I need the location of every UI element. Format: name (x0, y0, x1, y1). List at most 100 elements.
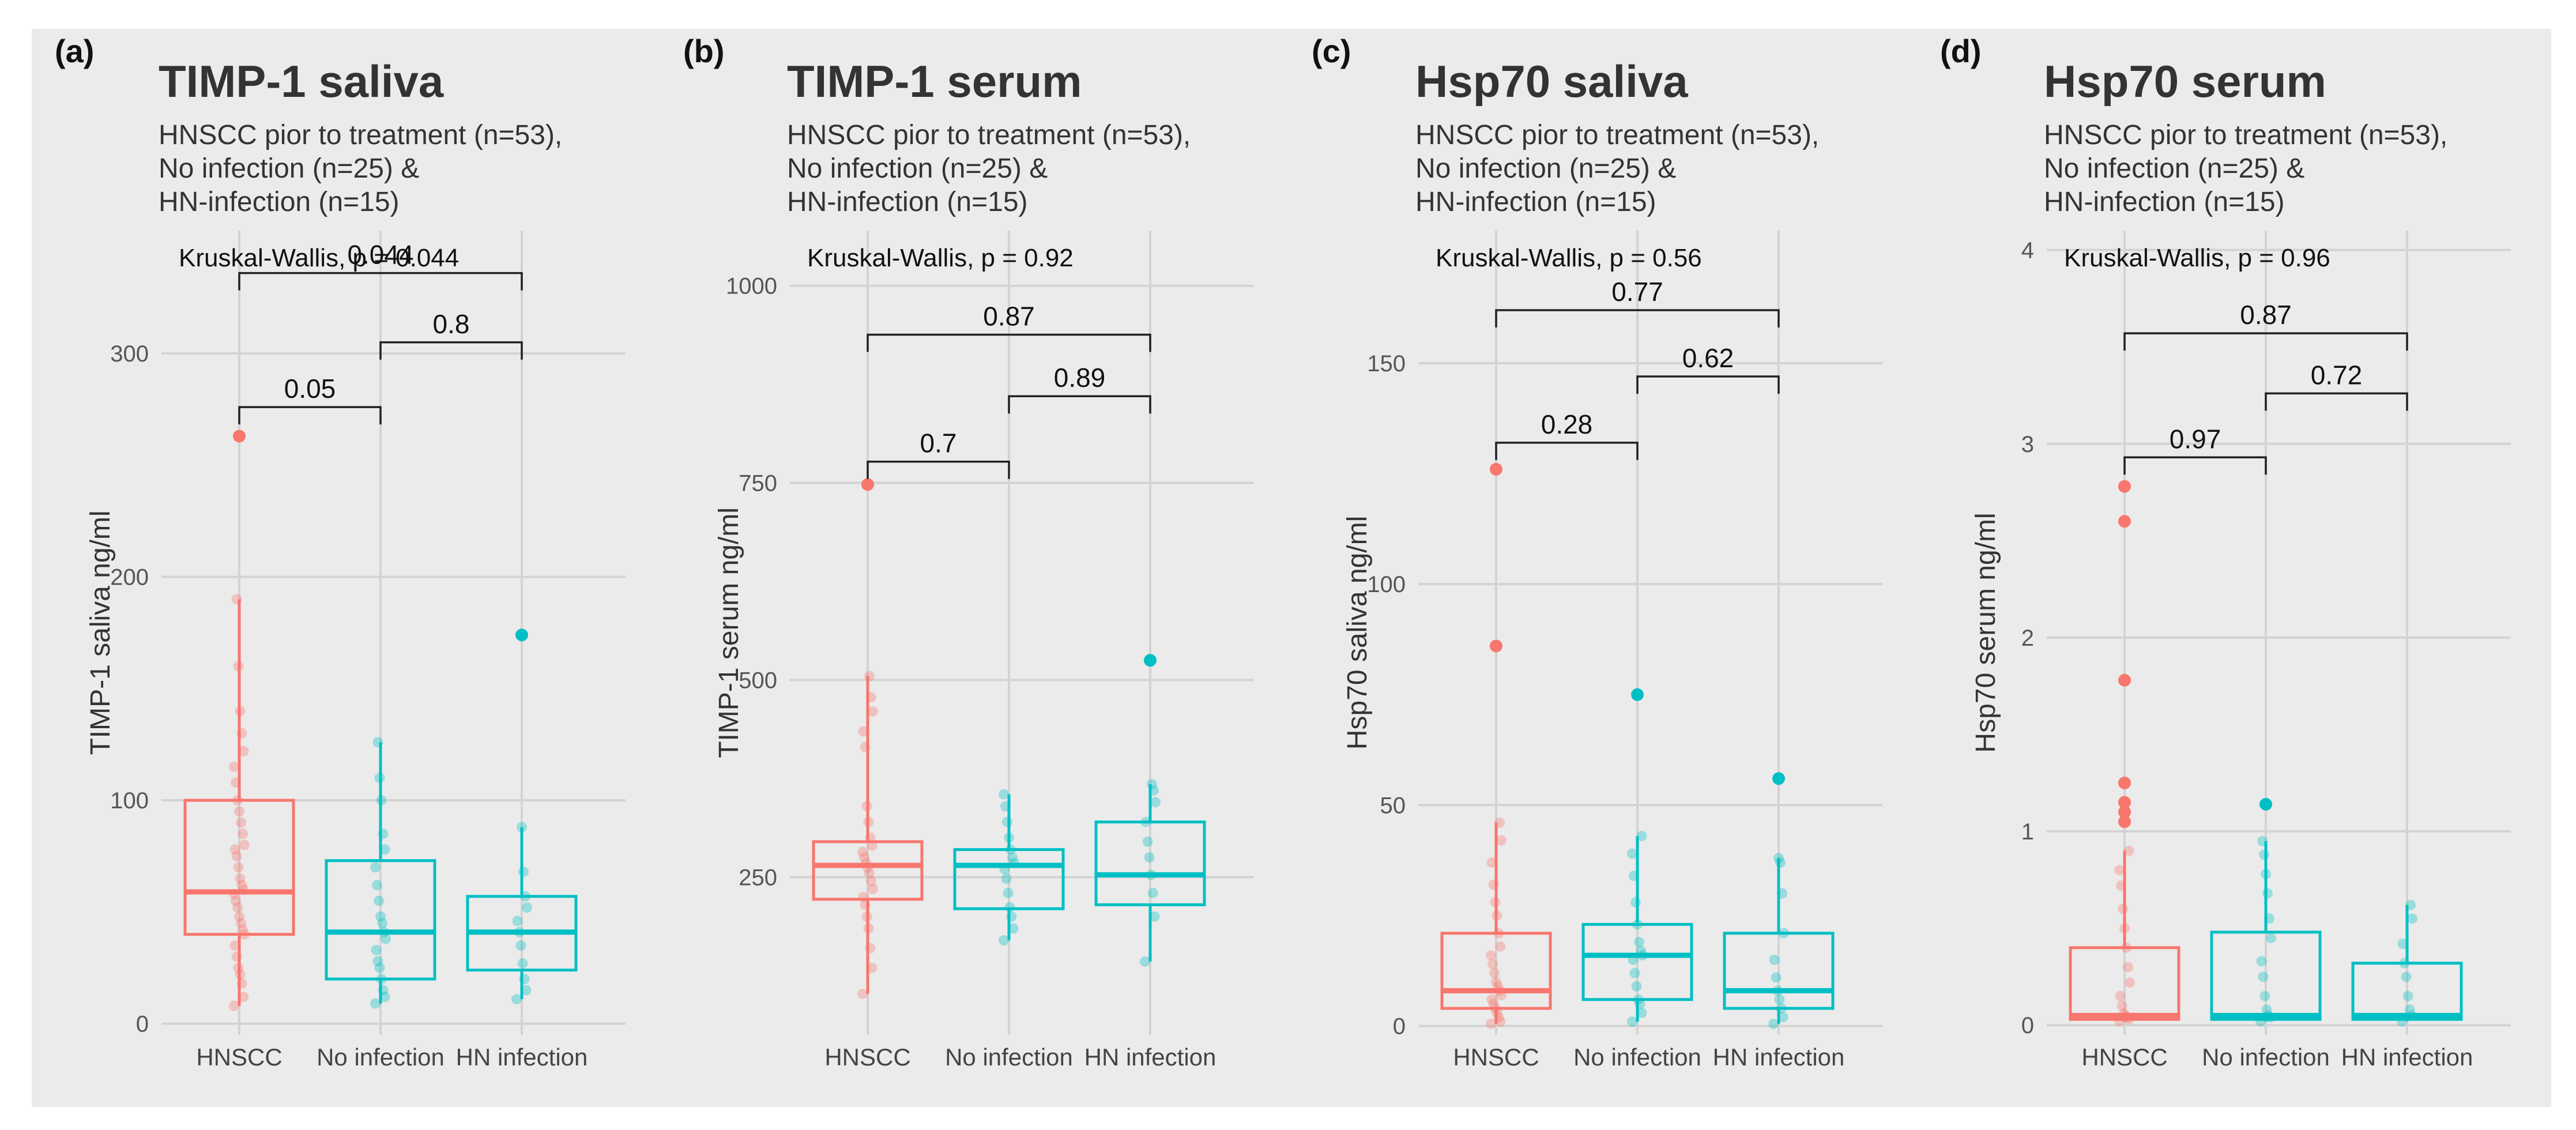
panel-label: (b) (683, 33, 725, 69)
box-group-no-infection (2210, 797, 2322, 1027)
box-group-hn-infection (1723, 772, 1835, 1029)
data-point (512, 916, 523, 926)
data-point (1142, 836, 1153, 847)
outlier-point (2259, 797, 2272, 811)
data-point (1001, 873, 1012, 884)
x-tick-label: HNSCC (196, 1044, 282, 1071)
data-point (858, 891, 869, 902)
data-point (518, 867, 529, 877)
data-point (1003, 887, 1014, 898)
comparison-bracket: 0.89 (1008, 363, 1151, 414)
data-point (377, 918, 387, 929)
data-point (1140, 816, 1151, 827)
data-point (857, 846, 868, 857)
data-point (1629, 871, 1639, 882)
p-value-label: 0.89 (1054, 363, 1106, 393)
data-point (521, 985, 532, 996)
box-iqr (1723, 932, 1835, 1010)
data-point (371, 944, 382, 955)
data-point (857, 988, 868, 999)
data-point (2114, 1016, 2125, 1027)
data-point (999, 789, 1009, 800)
data-point (2123, 962, 2133, 973)
bracket-line (867, 460, 1010, 479)
kruskal-wallis-label: Kruskal-Wallis, p = 0.044 (179, 244, 459, 272)
panel-subtitle-line: HNSCC pior to treatment (n=53), (787, 120, 1191, 150)
data-point (1002, 816, 1012, 827)
panel-title: Hsp70 saliva (1415, 56, 1688, 107)
y-tick-label: 3 (2021, 432, 2034, 457)
panel-subtitle-line: No infection (n=25) & (1415, 153, 1676, 184)
data-point (1492, 1007, 1502, 1018)
data-point (376, 974, 387, 985)
outlier-point (2118, 480, 2131, 493)
bracket-line (1495, 309, 1780, 327)
data-point (233, 661, 244, 672)
y-tick-label: 100 (1367, 572, 1406, 597)
box-iqr (2351, 962, 2463, 1021)
data-point (1488, 999, 1499, 1010)
data-point (1491, 977, 1501, 988)
data-point (235, 706, 246, 717)
data-point (374, 895, 384, 906)
panel-label: (d) (1940, 33, 1982, 69)
bracket-line (2265, 392, 2408, 411)
data-point (379, 926, 389, 937)
data-point (1492, 910, 1502, 921)
bracket-line (2123, 332, 2408, 351)
data-point (1493, 981, 1503, 992)
data-point (1149, 911, 1160, 922)
data-point (2399, 958, 2410, 969)
data-point (231, 777, 241, 788)
data-point (2123, 845, 2134, 856)
data-point (867, 840, 878, 851)
outlier-point (2118, 777, 2131, 790)
y-tick-label: 200 (110, 565, 149, 590)
data-point (2262, 888, 2273, 899)
data-point (1147, 887, 1158, 898)
bracket-line (1008, 395, 1151, 414)
x-tick-label: No infection (945, 1044, 1073, 1071)
data-point (865, 943, 876, 954)
panel-a: (a) TIMP-1 saliva HNSCC pior to treatment … (55, 33, 626, 1071)
comparison-bracket: 0.28 (1495, 409, 1639, 460)
data-point (238, 924, 248, 935)
data-point (866, 876, 876, 887)
data-point (1140, 956, 1150, 967)
outlier-point (515, 628, 528, 642)
data-point (2116, 880, 2126, 891)
p-value-label: 0.72 (2311, 360, 2363, 390)
panel-title: Hsp70 serum (2044, 56, 2326, 107)
panel-c: (c) Hsp70 saliva HNSCC pior to treatment (… (1312, 33, 1882, 1071)
box-iqr (812, 840, 924, 901)
y-axis-label: TIMP-1 serum ng/ml (714, 507, 744, 758)
data-point (232, 795, 243, 806)
comparison-bracket: 0.62 (1636, 343, 1780, 394)
panel-d: (d) Hsp70 serum HNSCC pior to treatment (n… (1940, 33, 2511, 1071)
data-point (2118, 903, 2128, 914)
data-point (863, 923, 874, 934)
data-point (1634, 937, 1644, 948)
data-point (514, 926, 525, 937)
data-point (1486, 994, 1497, 1005)
data-point (863, 862, 873, 873)
comparison-bracket: 0.72 (2265, 360, 2408, 411)
data-point (2264, 913, 2274, 924)
y-tick-label: 150 (1367, 351, 1406, 376)
outlier-point (1490, 462, 1502, 476)
data-point (235, 873, 246, 884)
box-iqr (1094, 820, 1206, 906)
box-iqr (2210, 931, 2322, 1021)
data-point (1495, 1016, 1506, 1027)
data-point (1495, 941, 1506, 952)
data-point (999, 864, 1010, 875)
data-point (1628, 954, 1639, 965)
panel-label: (c) (1312, 33, 1351, 69)
p-value-label: 0.05 (284, 374, 336, 404)
data-point (860, 741, 871, 752)
data-point (2266, 932, 2276, 943)
data-point (381, 933, 391, 944)
outlier-point (1772, 772, 1785, 785)
data-point (372, 880, 382, 891)
data-point (2120, 1010, 2131, 1021)
